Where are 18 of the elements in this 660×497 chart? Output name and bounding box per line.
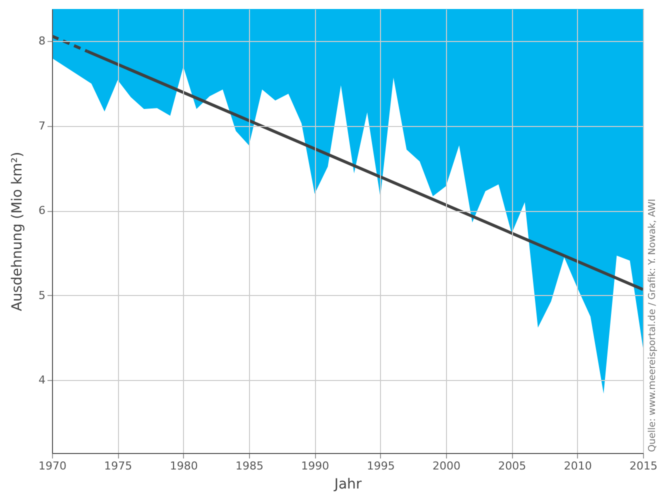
y-tick-label: 5: [38, 288, 46, 302]
x-tick-label: 1975: [104, 460, 132, 472]
x-tick-label: 1970: [38, 460, 66, 472]
x-axis-title: Jahr: [333, 476, 362, 492]
x-tick-label: 1990: [301, 460, 330, 472]
y-axis-title: Ausdehnung (Mio km²): [10, 152, 26, 312]
x-tick-label: 2005: [498, 460, 526, 472]
x-tick-label: 2010: [564, 460, 592, 472]
y-tick-label: 7: [38, 119, 46, 132]
y-tick-label: 4: [38, 374, 46, 387]
source-note: Quelle: www.meereisportal.de / Grafik: Y. Nowak, AWI: [647, 198, 658, 452]
x-tick-label: 1985: [236, 460, 264, 472]
x-tick-label: 1995: [366, 460, 395, 472]
x-tick-label: 1980: [170, 460, 198, 472]
y-tick-label: 8: [38, 34, 46, 48]
y-tick-label: 6: [38, 204, 46, 218]
x-tick-label: 2000: [432, 460, 460, 472]
x-tick-label: 2015: [630, 460, 658, 472]
